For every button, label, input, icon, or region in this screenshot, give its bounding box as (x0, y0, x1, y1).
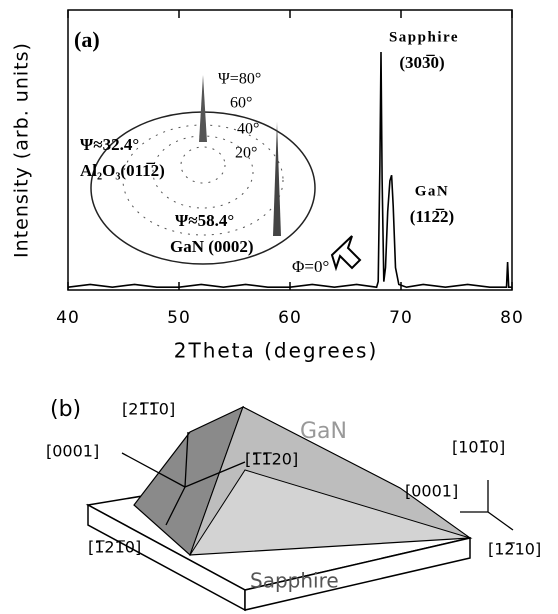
panel-label: (a) (74, 27, 100, 52)
annotation: Ψ≈58.4° (175, 211, 234, 230)
annotation: Ψ=80° (218, 71, 261, 88)
annotation: 40° (237, 121, 259, 138)
pole-peak (199, 75, 207, 142)
gan-face (189, 406, 471, 556)
xrd-panel: (a) Sapphire (303̅0) GaN (112̅2) Ψ=80° 6… (11, 9, 524, 363)
x-tick-label: 80 (500, 308, 524, 328)
y-axis-label: Intensity (arb. units) (11, 42, 33, 258)
label: [101̅0] (452, 438, 505, 457)
label: [12̅10] (488, 540, 541, 559)
x-tick-label: 60 (278, 308, 302, 328)
label: [1̅21̅0] (88, 538, 141, 557)
spectrum-line (67, 51, 512, 289)
label: [1̅1̅20] (245, 450, 298, 469)
panel-label: (b) (50, 397, 81, 422)
x-axis-label: 2Theta (degrees) (174, 339, 379, 363)
crystal-diagram: (b) GaN Sapphire [21̅1̅0] [0001] [1̅1̅20… (46, 397, 541, 612)
x-tick-label: 50 (167, 308, 191, 328)
label: [21̅1̅0] (122, 400, 175, 419)
annotation: Al₂O₃(011̅2) (80, 161, 165, 180)
annotation: 60° (230, 95, 252, 112)
label: [0001] (46, 442, 99, 461)
annotation: GaN (415, 183, 450, 199)
label: Sapphire (250, 569, 339, 593)
annotation: (112̅2) (410, 207, 454, 226)
phi-arrow (330, 235, 362, 272)
annotation: Sapphire (389, 29, 459, 45)
x-tick-label: 70 (389, 308, 413, 328)
axes-arrows (121, 431, 514, 531)
sapphire-front (244, 537, 471, 611)
annotation: GaN (0002) (170, 237, 254, 256)
pole-ring (180, 146, 226, 184)
annotation: 20° (235, 145, 257, 162)
label: GaN (300, 419, 347, 444)
pole-peak (273, 122, 281, 236)
label: [0001] (405, 482, 458, 501)
pole-ring (152, 135, 254, 209)
x-tick-label: 40 (56, 308, 80, 328)
annotation: Ψ≈32.4° (80, 135, 139, 154)
annotation: Φ=0° (292, 257, 329, 276)
annotation: (303̅0) (399, 53, 444, 72)
